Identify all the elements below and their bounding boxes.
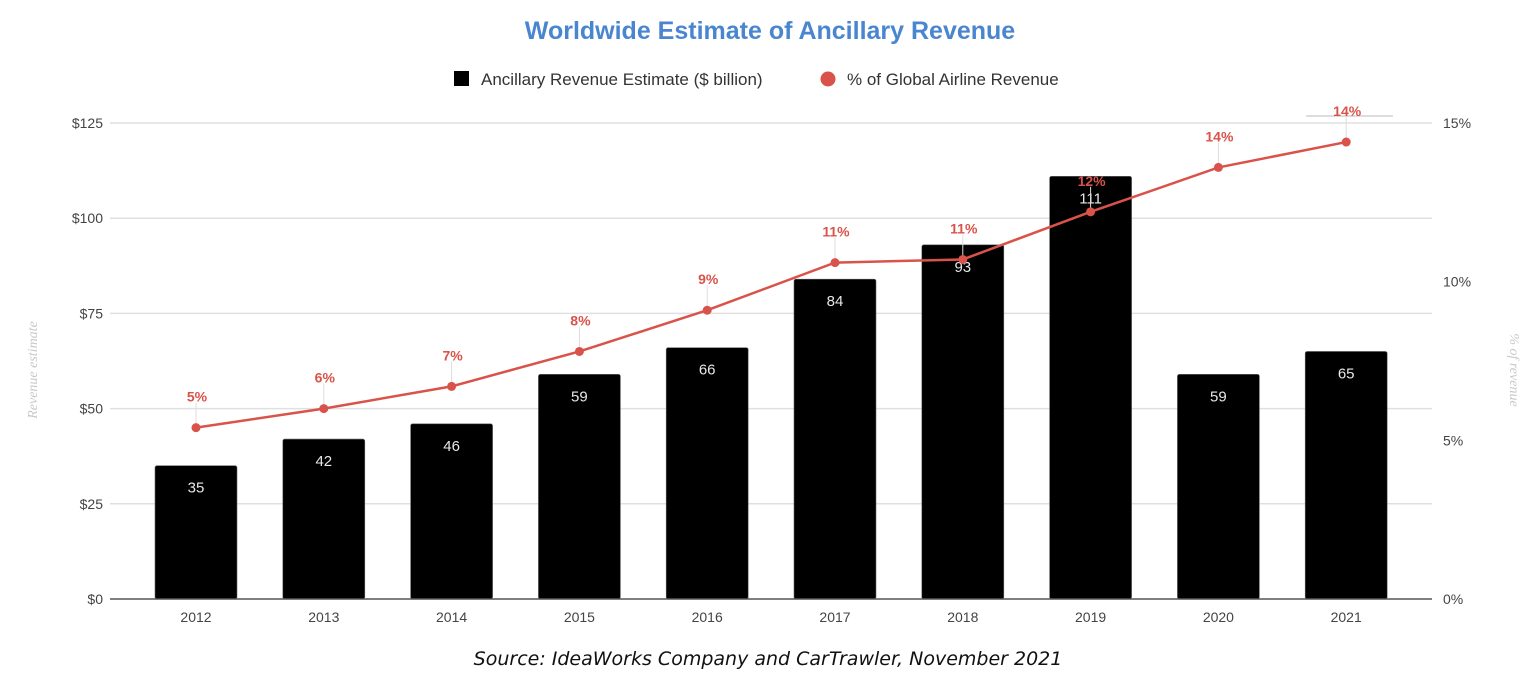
bar: [538, 374, 621, 600]
legend-line-label: % of Global Airline Revenue: [847, 70, 1059, 89]
line-path: [195, 140, 1347, 429]
line-point: [830, 258, 840, 268]
bar-data-label: 46: [443, 438, 460, 455]
point-data-label: 12%: [1078, 173, 1107, 189]
right-axis-ticks: 0% 5% 10% 15%: [1443, 115, 1471, 607]
right-tick-label: 5%: [1443, 432, 1463, 448]
line-point: [447, 381, 457, 391]
source-caption: Source: IdeaWorks Company and CarTrawler…: [473, 648, 1063, 670]
point-data-label: 14%: [1205, 128, 1234, 144]
line-point: [702, 305, 712, 315]
x-tick-label: 2018: [947, 609, 978, 625]
bar-data-label: 59: [571, 388, 588, 405]
line-series: 5% 6% 7% 8% 9% 11% 11% 12% 14% 14%: [187, 103, 1362, 433]
legend: Ancillary Revenue Estimate ($ billion) %…: [454, 70, 1059, 89]
bar: [665, 347, 749, 600]
point-data-label: 11%: [950, 220, 978, 236]
line-point: [574, 346, 584, 356]
line-point: [1341, 137, 1351, 147]
left-tick-label: $75: [80, 305, 104, 321]
bar-data-label: 65: [1338, 365, 1355, 382]
bar: [1304, 351, 1388, 600]
x-axis-ticks: 2012 2013 2014 2015 2016 2017 2018 2019 2020 2021: [180, 609, 1362, 625]
right-tick-label: 15%: [1443, 115, 1471, 131]
point-data-label: 5%: [187, 389, 208, 405]
bar: [793, 278, 877, 600]
right-tick-label: 10%: [1443, 274, 1471, 290]
point-data-label: 9%: [698, 271, 719, 287]
bar-data-label: 42: [315, 453, 332, 470]
bar-data-label: 35: [188, 480, 205, 497]
left-axis-title: Revenue estimate: [26, 321, 41, 420]
left-tick-label: $50: [80, 401, 104, 417]
point-data-label: 11%: [822, 224, 850, 240]
x-tick-label: 2015: [564, 609, 595, 625]
line-point: [958, 254, 968, 264]
legend-bar-swatch: [454, 71, 469, 86]
x-tick-label: 2014: [436, 609, 467, 625]
line-point: [191, 423, 201, 433]
left-tick-label: $0: [87, 591, 103, 607]
x-tick-label: 2020: [1203, 609, 1234, 625]
bar: [1049, 176, 1132, 600]
legend-line-swatch: [820, 71, 836, 87]
line-point: [1086, 207, 1096, 217]
bar: [921, 244, 1005, 600]
bar-data-label: 93: [954, 259, 971, 276]
point-data-label: 8%: [570, 312, 591, 328]
bar-data-label: 84: [827, 293, 844, 310]
point-data-label: 7%: [442, 347, 463, 363]
right-axis-title: % of revenue: [1506, 333, 1521, 406]
x-tick-label: 2017: [819, 609, 850, 625]
left-tick-label: $25: [80, 496, 104, 512]
left-tick-label: $100: [72, 210, 103, 226]
line-point: [1213, 162, 1223, 172]
legend-bar-label: Ancillary Revenue Estimate ($ billion): [481, 70, 763, 89]
left-tick-label: $125: [72, 115, 103, 131]
chart: Worldwide Estimate of Ancillary Revenue …: [26, 17, 1521, 625]
chart-title: Worldwide Estimate of Ancillary Revenue: [525, 17, 1016, 45]
x-tick-label: 2012: [180, 609, 211, 625]
x-tick-label: 2016: [692, 609, 723, 625]
bar-data-label: 59: [1210, 388, 1227, 405]
point-data-label: 6%: [315, 370, 336, 386]
point-data-label: 14%: [1333, 103, 1362, 119]
bar-data-label: 66: [699, 362, 716, 379]
line-point: [319, 404, 329, 414]
x-tick-label: 2021: [1331, 609, 1362, 625]
left-axis-ticks: $0 $25 $50 $75 $100 $125: [72, 115, 103, 607]
bar: [1177, 374, 1260, 600]
x-tick-label: 2019: [1075, 609, 1106, 625]
x-tick-label: 2013: [308, 609, 339, 625]
right-tick-label: 0%: [1443, 591, 1463, 607]
